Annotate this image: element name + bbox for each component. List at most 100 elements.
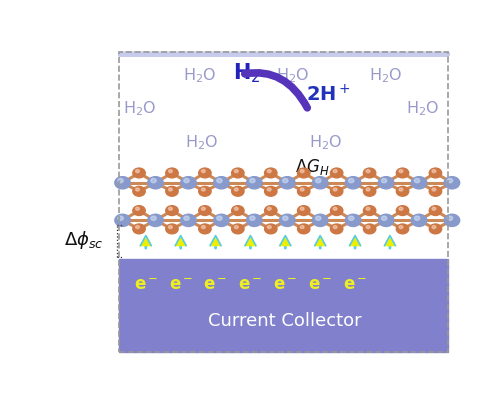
Circle shape bbox=[346, 214, 361, 226]
Polygon shape bbox=[280, 236, 290, 246]
Bar bbox=[118, 53, 448, 54]
Bar bbox=[118, 53, 448, 55]
Bar bbox=[118, 52, 448, 54]
Circle shape bbox=[151, 179, 156, 183]
Text: 2H$^+$: 2H$^+$ bbox=[306, 85, 350, 106]
Bar bbox=[118, 53, 448, 54]
Circle shape bbox=[330, 206, 343, 216]
Bar bbox=[118, 52, 448, 54]
Bar bbox=[118, 53, 448, 54]
Circle shape bbox=[234, 225, 238, 229]
Circle shape bbox=[399, 170, 403, 173]
Bar bbox=[118, 53, 448, 54]
Circle shape bbox=[399, 225, 403, 229]
Bar bbox=[118, 53, 448, 54]
Bar bbox=[118, 53, 448, 54]
Bar bbox=[118, 53, 448, 54]
Bar bbox=[118, 52, 448, 54]
Bar bbox=[118, 53, 448, 54]
Bar bbox=[118, 52, 448, 54]
Circle shape bbox=[366, 170, 370, 173]
Bar bbox=[118, 52, 448, 54]
Text: H$_2$O: H$_2$O bbox=[370, 66, 403, 85]
Bar bbox=[118, 53, 448, 54]
Circle shape bbox=[264, 168, 277, 178]
Circle shape bbox=[268, 170, 271, 173]
Circle shape bbox=[136, 188, 140, 191]
Circle shape bbox=[180, 214, 196, 226]
Bar bbox=[118, 52, 448, 54]
Text: e$^-$: e$^-$ bbox=[273, 276, 297, 293]
Text: $\Delta G_H$: $\Delta G_H$ bbox=[295, 158, 330, 177]
Polygon shape bbox=[315, 236, 326, 246]
Bar bbox=[118, 54, 448, 55]
Circle shape bbox=[396, 206, 408, 216]
Circle shape bbox=[180, 177, 196, 189]
Text: H$_2$O: H$_2$O bbox=[184, 66, 217, 85]
Bar bbox=[118, 54, 448, 55]
Bar bbox=[118, 53, 448, 54]
Bar bbox=[118, 53, 448, 54]
Bar bbox=[118, 52, 448, 54]
Circle shape bbox=[184, 216, 189, 220]
Bar bbox=[118, 53, 448, 55]
Circle shape bbox=[168, 188, 172, 191]
Circle shape bbox=[300, 225, 304, 229]
Bar bbox=[118, 52, 448, 54]
Circle shape bbox=[333, 170, 337, 173]
Bar bbox=[118, 53, 448, 54]
Circle shape bbox=[168, 225, 172, 229]
Bar bbox=[118, 53, 448, 55]
Circle shape bbox=[115, 214, 130, 226]
Bar bbox=[118, 53, 448, 54]
Text: H$_2$O: H$_2$O bbox=[124, 99, 156, 118]
Text: $\Delta\phi_{sc}$: $\Delta\phi_{sc}$ bbox=[64, 229, 104, 251]
Circle shape bbox=[432, 225, 436, 229]
Bar bbox=[118, 53, 448, 54]
Bar bbox=[118, 52, 448, 54]
Circle shape bbox=[333, 225, 337, 229]
Circle shape bbox=[330, 168, 343, 178]
Bar bbox=[118, 52, 448, 54]
Bar bbox=[118, 53, 448, 54]
Circle shape bbox=[444, 214, 460, 226]
Bar bbox=[118, 53, 448, 54]
Bar bbox=[118, 52, 448, 54]
Bar bbox=[118, 52, 448, 54]
Circle shape bbox=[330, 224, 343, 234]
Circle shape bbox=[312, 214, 328, 226]
Circle shape bbox=[316, 179, 321, 183]
Bar bbox=[118, 54, 448, 55]
Circle shape bbox=[268, 225, 271, 229]
Circle shape bbox=[411, 214, 427, 226]
Text: e$^-$: e$^-$ bbox=[238, 276, 262, 293]
Bar bbox=[118, 53, 448, 54]
Bar bbox=[118, 52, 448, 54]
Bar bbox=[118, 53, 448, 54]
Bar bbox=[118, 53, 448, 54]
Bar bbox=[118, 53, 448, 54]
Circle shape bbox=[348, 216, 354, 220]
Circle shape bbox=[333, 188, 337, 191]
Circle shape bbox=[214, 177, 229, 189]
Circle shape bbox=[378, 177, 394, 189]
Circle shape bbox=[382, 179, 387, 183]
Circle shape bbox=[396, 168, 408, 178]
Bar bbox=[118, 53, 448, 54]
Circle shape bbox=[216, 179, 222, 183]
Bar bbox=[118, 53, 448, 55]
Bar bbox=[118, 53, 448, 54]
Bar bbox=[118, 52, 448, 54]
Bar bbox=[118, 53, 448, 55]
Bar bbox=[118, 52, 448, 54]
Text: H$_2$O: H$_2$O bbox=[310, 133, 342, 152]
Circle shape bbox=[280, 214, 295, 226]
Bar bbox=[118, 53, 448, 55]
Circle shape bbox=[432, 207, 436, 210]
Bar bbox=[118, 53, 448, 54]
Polygon shape bbox=[245, 236, 256, 246]
Bar bbox=[118, 54, 448, 55]
Bar bbox=[118, 53, 448, 54]
Polygon shape bbox=[210, 236, 221, 246]
Polygon shape bbox=[350, 236, 360, 246]
